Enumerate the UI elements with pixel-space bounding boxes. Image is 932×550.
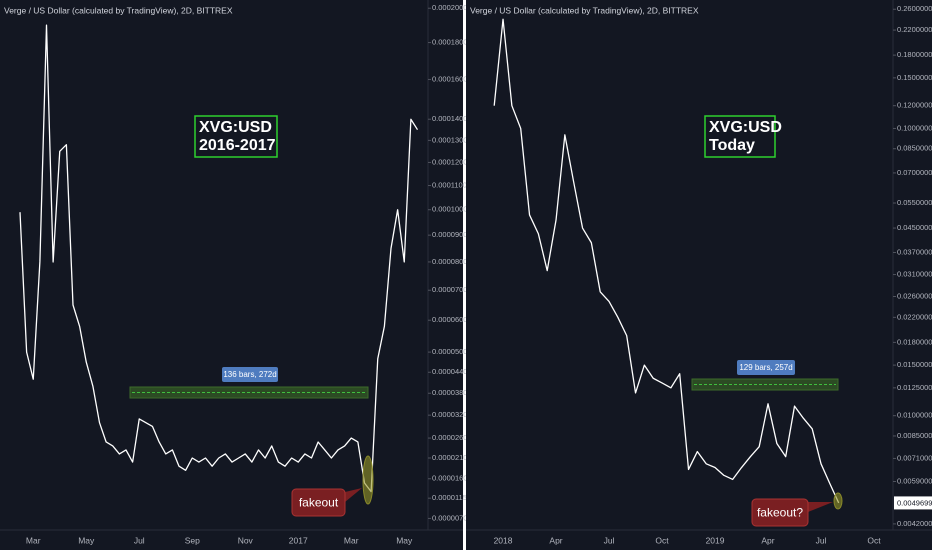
range-label-bg: [222, 367, 278, 382]
y-tick-label: 0.00012000: [432, 157, 472, 166]
y-tick-label: 0.00009000: [432, 230, 472, 239]
price-line: [493, 18, 840, 504]
y-tick-label: 0.00001600: [432, 474, 472, 483]
title-box-line: XVG:USD: [709, 119, 782, 136]
y-tick-label: 0.00003800: [432, 388, 472, 397]
price-line: [19, 24, 419, 493]
y-tick-label: 0.00020000: [432, 3, 472, 12]
callout-box: [291, 488, 346, 517]
y-tick-label: 0.00002100: [432, 453, 472, 462]
panel-background: [0, 0, 463, 550]
y-tick-label: 0.00011000: [432, 181, 471, 190]
callout-pointer: [808, 502, 833, 512]
x-tick-label: Mar: [26, 535, 41, 545]
title-box-line: 2016-2017: [199, 137, 276, 154]
x-tick-label: Oct: [655, 535, 669, 545]
y-tick-label: 0.00018000: [432, 38, 472, 47]
x-tick-label: Apr: [761, 535, 774, 545]
y-tick-label: 0.00420000: [897, 519, 932, 528]
callout-box: [751, 498, 809, 527]
y-tick-label: 0.00001150: [432, 493, 471, 502]
x-tick-label: 2017: [289, 535, 308, 545]
y-tick-label: 0.00002600: [432, 433, 472, 442]
y-tick-label: 0.00008000: [432, 257, 472, 266]
x-tick-label: Oct: [867, 535, 881, 545]
y-tick-label: 0.00005000: [432, 347, 472, 356]
y-tick-label: 0.00004400: [432, 367, 472, 376]
x-tick-label: 2019: [706, 535, 725, 545]
y-tick-label: 0.00000700: [432, 513, 472, 522]
x-tick-label: Nov: [238, 535, 254, 545]
x-tick-label: Apr: [549, 535, 562, 545]
chart-panel: Verge / US Dollar (calculated by Trading…: [466, 0, 932, 550]
y-tick-label: 0.00010000: [432, 205, 472, 214]
x-tick-label: May: [396, 535, 413, 545]
x-tick-label: Jul: [604, 535, 615, 545]
range-label: 136 bars, 272d: [223, 370, 276, 379]
y-tick-label: 0.00014000: [432, 114, 472, 123]
last-price-label: 0.00496992: [897, 498, 932, 507]
chart-header: Verge / US Dollar (calculated by Trading…: [470, 5, 699, 15]
highlight-ellipse: [362, 455, 374, 505]
callout-pointer: [345, 488, 362, 502]
y-tick-label: 0.00006000: [432, 315, 472, 324]
y-tick-label: 0.00013000: [432, 135, 472, 144]
highlight-ellipse: [833, 492, 843, 510]
x-tick-label: Jul: [816, 535, 827, 545]
y-tick-label: 0.00016000: [432, 74, 472, 83]
panel-background: [466, 0, 932, 550]
x-tick-label: Jul: [134, 535, 145, 545]
callout-text: fakeout: [299, 496, 339, 510]
title-box-line: XVG:USD: [199, 119, 272, 136]
x-tick-label: 2018: [494, 535, 513, 545]
y-tick-label: 0.00003200: [432, 410, 472, 419]
range-label-bg: [737, 360, 795, 375]
range-label: 129 bars, 257d: [739, 363, 792, 372]
chart-header: Verge / US Dollar (calculated by Trading…: [4, 5, 233, 15]
chart-panel: Verge / US Dollar (calculated by Trading…: [0, 0, 472, 550]
title-box: [704, 115, 776, 158]
title-box-line: Today: [709, 137, 755, 154]
callout-text: fakeout?: [757, 506, 803, 520]
title-box: [194, 115, 278, 158]
y-tick-label: 0.00007000: [432, 285, 472, 294]
x-tick-label: Sep: [185, 535, 200, 545]
last-price-tag: [894, 496, 932, 510]
x-tick-label: May: [78, 535, 95, 545]
x-tick-label: Mar: [344, 535, 359, 545]
